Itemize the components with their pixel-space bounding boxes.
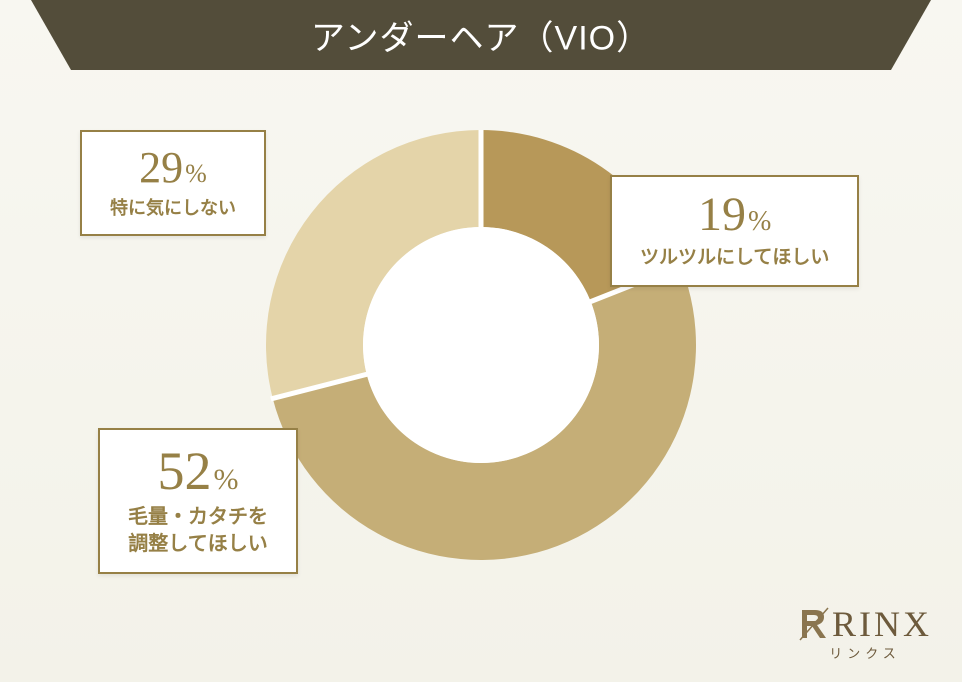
brand-sub: リンクス	[798, 643, 932, 662]
brand-name: RINX	[798, 603, 932, 645]
pct-sign: %	[748, 206, 771, 237]
pct-label-box: 52% 毛量・カタチを調整してほしい	[98, 428, 298, 574]
pct-value: 52%	[128, 444, 268, 498]
brand-logo: RINX リンクス	[798, 603, 932, 662]
pct-sign: %	[185, 159, 207, 188]
brand-name-text: RINX	[832, 603, 932, 645]
pct-value: 29%	[110, 146, 236, 190]
header-banner: アンダーヘア（VIO）	[31, 0, 931, 70]
pct-value: 19%	[640, 191, 829, 239]
pct-number: 52	[158, 441, 212, 501]
pct-number: 19	[698, 188, 746, 241]
brand-r-icon	[798, 606, 830, 642]
donut-hole	[363, 227, 599, 463]
pct-desc: 特に気にしない	[110, 196, 236, 220]
pct-label-box: 29% 特に気にしない	[80, 130, 266, 236]
header-title: アンダーヘア（VIO）	[311, 11, 651, 60]
pct-desc: 毛量・カタチを調整してほしい	[128, 504, 268, 558]
pct-label-box: 19% ツルツルにしてほしい	[610, 175, 859, 287]
pct-sign: %	[214, 463, 239, 496]
pct-desc: ツルツルにしてほしい	[640, 245, 829, 271]
pct-number: 29	[139, 143, 183, 192]
